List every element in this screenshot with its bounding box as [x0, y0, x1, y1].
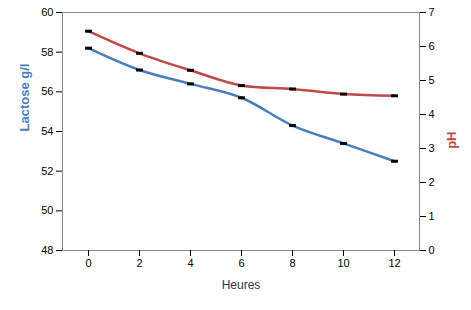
svg-text:6: 6	[429, 40, 435, 52]
svg-text:4: 4	[187, 257, 193, 269]
svg-text:8: 8	[289, 257, 295, 269]
svg-text:58: 58	[41, 46, 53, 58]
svg-text:pH: pH	[444, 132, 459, 149]
svg-text:52: 52	[41, 165, 53, 177]
svg-text:60: 60	[41, 6, 53, 18]
svg-text:2: 2	[429, 176, 435, 188]
svg-text:2: 2	[136, 257, 142, 269]
svg-text:10: 10	[337, 257, 349, 269]
svg-text:50: 50	[41, 204, 53, 216]
svg-text:1: 1	[429, 210, 435, 222]
svg-text:7: 7	[429, 6, 435, 18]
svg-text:12: 12	[388, 257, 400, 269]
svg-text:4: 4	[429, 108, 435, 120]
svg-text:0: 0	[429, 244, 435, 256]
svg-text:Heures: Heures	[222, 278, 261, 292]
svg-text:48: 48	[41, 244, 53, 256]
svg-text:3: 3	[429, 142, 435, 154]
svg-text:54: 54	[41, 125, 53, 137]
svg-text:5: 5	[429, 74, 435, 86]
svg-text:0: 0	[85, 257, 91, 269]
svg-text:6: 6	[238, 257, 244, 269]
svg-text:56: 56	[41, 85, 53, 97]
svg-text:Lactose g/l: Lactose g/l	[17, 64, 32, 132]
